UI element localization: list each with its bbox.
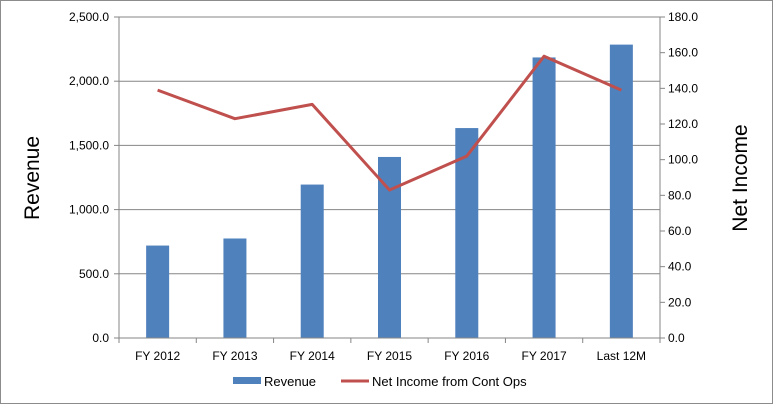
right-axis-tick-label: 100.0	[668, 153, 698, 167]
right-axis-title: Net Income	[729, 124, 752, 231]
left-axis-ticks: 0.0 500.0 1,000.0 1,500.0 2,000.0 2,500.0	[69, 10, 109, 345]
category-tick-label: FY 2013	[212, 349, 257, 363]
right-axis-tick-label: 160.0	[668, 46, 698, 60]
net-income-line	[157, 54, 623, 192]
revenue-bar	[455, 128, 479, 338]
net-income-polyline	[157, 54, 623, 192]
category-tick-label: FY 2014	[290, 349, 335, 363]
category-tick-label: Last 12M	[597, 349, 646, 363]
revenue-bar	[223, 238, 247, 338]
revenue-bar	[378, 156, 401, 338]
left-axis-tick-label: 1,500.0	[69, 138, 109, 152]
legend-label-revenue: Revenue	[264, 374, 316, 389]
left-axis-tick-label: 500.0	[79, 267, 109, 281]
revenue-bars	[146, 44, 633, 339]
category-tick-label: FY 2016	[444, 349, 489, 363]
right-axis-ticks: 0.0 20.0 40.0 60.0 80.0 100.0 120.0 140.0 160.0 1…	[668, 10, 698, 345]
revenue-bar	[300, 184, 324, 338]
right-axis-tick-label: 60.0	[668, 224, 692, 238]
left-axis-tick-label: 1,000.0	[69, 203, 109, 217]
revenue-bar	[609, 44, 633, 339]
revenue-bar	[532, 57, 556, 339]
legend-swatch-revenue	[233, 377, 261, 384]
right-axis-tick-label: 140.0	[668, 81, 698, 95]
right-axis-tick-label: 0.0	[668, 331, 685, 345]
category-tick-label: FY 2017	[521, 349, 566, 363]
legend-label-net-income: Net Income from Cont Ops	[372, 374, 527, 389]
category-tick-label: FY 2012	[135, 349, 180, 363]
category-axis-ticks: FY 2012 FY 2013 FY 2014 FY 2015 FY 2016 FY 20…	[135, 349, 646, 363]
legend: Revenue Net Income from Cont Ops	[233, 374, 527, 389]
revenue-bar	[146, 245, 170, 338]
category-tick-label: FY 2015	[367, 349, 412, 363]
left-axis-title: Revenue	[21, 136, 44, 220]
right-axis-tick-label: 120.0	[668, 117, 698, 131]
right-axis-tick-label: 180.0	[668, 10, 698, 24]
right-axis-tick-label: 40.0	[668, 260, 692, 274]
right-axis-tick-label: 20.0	[668, 295, 692, 309]
left-axis-tick-label: 2,500.0	[69, 10, 109, 24]
right-axis-tick-label: 80.0	[668, 188, 692, 202]
axes	[114, 16, 665, 343]
left-axis-tick-label: 0.0	[92, 331, 109, 345]
left-axis-tick-label: 2,000.0	[69, 74, 109, 88]
